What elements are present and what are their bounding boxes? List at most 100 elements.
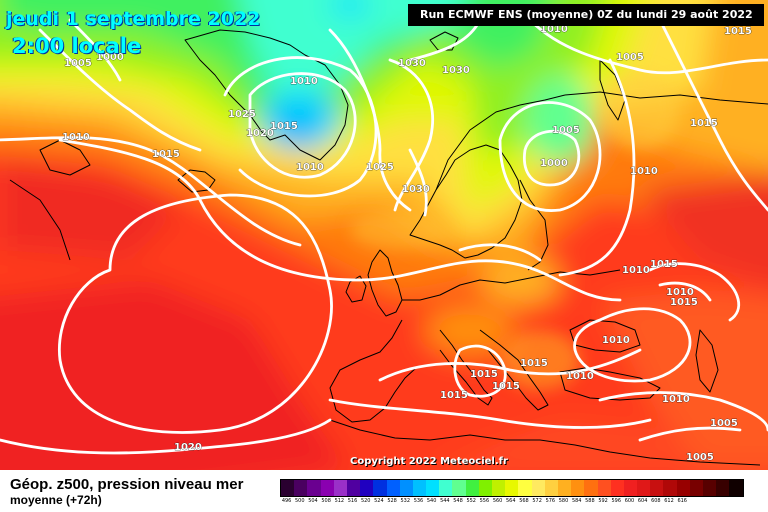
color-scale-tick: 540 [426,498,437,504]
color-scale-cell [729,480,743,496]
isobar-1030-high [388,58,434,212]
color-scale-tick: 528 [387,498,397,504]
forecast-date: jeudi 1 septembre 2022 [6,8,261,30]
color-scale-tick: 564 [506,498,516,504]
color-scale-cell [307,480,321,496]
color-scale-cell [703,480,717,496]
isobar-label: 1010 [662,394,690,405]
color-scale-tick: 544 [440,498,450,504]
isobar-1015-africa [328,398,652,429]
color-scale-cell [346,480,361,496]
isobar-label: 1030 [398,58,426,69]
color-scale-tick: 548 [453,498,463,504]
color-scale-tick: 572 [532,498,542,504]
isobar-label: 1005 [686,452,714,463]
color-scale-tick: 520 [360,498,371,504]
color-scale-tick: 580 [558,498,569,504]
color-scale-tick: 500 [295,498,305,504]
isobar-label: 1015 [724,26,752,37]
color-scale-tick: 592 [598,498,608,504]
isobar-label: 1030 [442,65,470,76]
color-scale-tick [715,498,728,504]
color-scale-cell [492,480,506,496]
color-scale-cell [505,480,519,496]
isobar-1015-baltic [458,243,542,262]
geopotential-map: 1005100010101025102010151010101010151030… [0,0,768,470]
isobar-label: 1010 [666,287,694,298]
isobar-label: 1015 [520,358,548,369]
isobar-label: 1015 [440,390,468,401]
color-scale-cell [426,480,440,496]
labrador [9,179,71,261]
isobar-label: 1015 [670,297,698,308]
color-scale-tick: 616 [677,498,687,504]
isobar-label: 1015 [650,259,678,270]
color-scale-tick [689,498,702,504]
balkans-greece [479,329,549,411]
color-scale-cell [637,480,651,496]
isobar-1005-russia-low [498,101,602,212]
color-scale-tick: 612 [664,498,674,504]
isobar-label: 1010 [62,132,90,143]
color-scale-tick: 560 [492,498,503,504]
isobar-1025-ridge [328,28,412,212]
color-scale-tick: 608 [651,498,661,504]
isobar-1010-caspian [648,262,741,322]
isobar-1010-east [558,58,636,277]
color-scale-tick: 516 [347,498,358,504]
isobar-1005-north [528,18,768,75]
color-scale-tick: 596 [611,498,622,504]
isobar-label: 1005 [710,418,738,429]
isobar-label: 1020 [246,128,274,139]
isobar-label: 1015 [152,149,180,160]
isobar-label: 1015 [270,121,298,132]
isobar-1030-scandinavia [408,148,428,217]
color-scale-cell [650,480,664,496]
isobar-1000-russia [522,130,581,187]
scandinavia-coast [409,144,523,259]
iceland-coast [177,169,216,193]
isobar-label: 1005 [616,52,644,63]
color-scale-tick: 512 [334,498,345,504]
isobar-label: 1010 [296,162,324,173]
color-scale-cell [518,480,532,496]
color-scale-cell [294,480,308,496]
color-scale-tick: 536 [413,498,424,504]
isobar-label: 1010 [630,166,658,177]
color-scale-tick: 600 [624,498,635,504]
color-scale-cell [557,480,572,496]
isobar-label: 1000 [96,52,124,63]
uk-coast [367,249,403,317]
copyright-text: Copyright 2022 Meteociel.fr [350,456,508,467]
isobar-1010-turkey [573,307,692,383]
color-scale-cell [465,480,479,496]
isobar-label: 1015 [492,381,520,392]
isobar-label: 1010 [566,371,594,382]
color-scale-cell [373,480,387,496]
isobar-label: 1010 [540,24,568,35]
color-scale-cell [623,480,638,496]
isobar-1015-med [378,348,642,382]
isobar-label: 1020 [174,442,202,453]
color-scale-cell [452,480,466,496]
legend-title: Géop. z500, pression niveau mer [10,476,244,493]
isobar-label: 1010 [622,265,650,276]
color-scale-cell [360,480,374,496]
legend-panel: Géop. z500, pression niveau mer moyenne … [0,470,768,512]
color-scale-cell [478,480,492,496]
isobar-label: 1000 [540,158,568,169]
isobar-label-group: 1005100010101025102010151010101010151030… [62,24,752,464]
russia-arctic [564,91,768,105]
legend-subtitle: moyenne (+72h) [10,493,102,507]
isobar-1015-italy [453,344,507,398]
color-scale-cell [531,480,545,496]
isobar-1010-iceland-low [248,72,357,179]
color-scale-cell [544,480,558,496]
color-scale-cell [399,480,413,496]
isobar-label: 1015 [690,118,718,129]
color-scale-cell [320,480,334,496]
ireland-coast [345,275,367,303]
color-scale-tick: 552 [466,498,476,504]
forecast-time: 2:00 locale [12,34,142,58]
color-scale-cell [663,480,677,496]
